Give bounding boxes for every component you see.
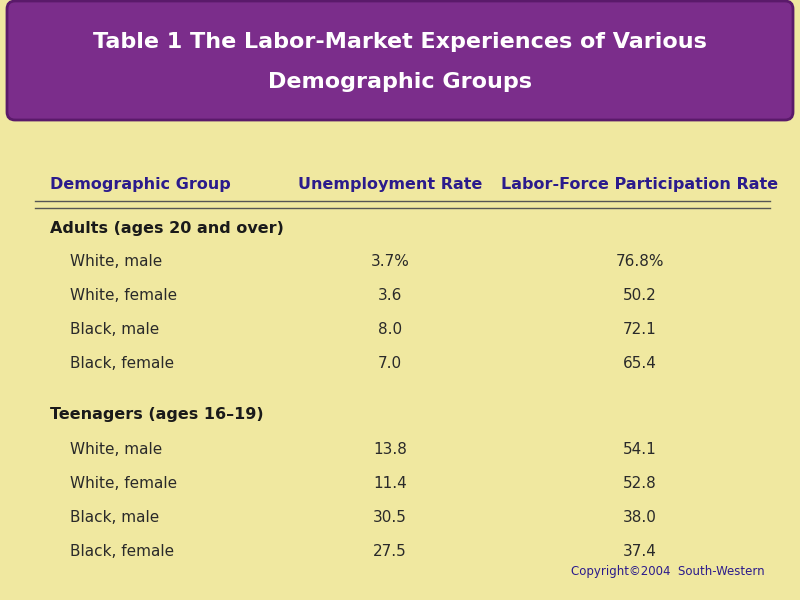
Text: 65.4: 65.4 (623, 356, 657, 371)
Text: 54.1: 54.1 (623, 442, 657, 457)
FancyBboxPatch shape (7, 1, 793, 120)
Text: 37.4: 37.4 (623, 544, 657, 559)
Text: Teenagers (ages 16–19): Teenagers (ages 16–19) (50, 407, 264, 422)
Text: White, female: White, female (70, 475, 177, 491)
Text: Labor-Force Participation Rate: Labor-Force Participation Rate (502, 178, 778, 193)
Text: 13.8: 13.8 (373, 442, 407, 457)
Text: 72.1: 72.1 (623, 323, 657, 337)
Text: Copyright©2004  South-Western: Copyright©2004 South-Western (571, 565, 765, 578)
Text: 30.5: 30.5 (373, 509, 407, 524)
Text: 11.4: 11.4 (373, 475, 407, 491)
Text: Unemployment Rate: Unemployment Rate (298, 178, 482, 193)
Text: 8.0: 8.0 (378, 323, 402, 337)
Text: Demographic Group: Demographic Group (50, 178, 230, 193)
Text: White, male: White, male (70, 254, 162, 269)
Text: 3.7%: 3.7% (370, 254, 410, 269)
Text: Black, male: Black, male (70, 509, 159, 524)
Text: Black, female: Black, female (70, 356, 174, 371)
Text: 27.5: 27.5 (373, 544, 407, 559)
Text: 52.8: 52.8 (623, 475, 657, 491)
Text: 38.0: 38.0 (623, 509, 657, 524)
Text: White, male: White, male (70, 442, 162, 457)
Text: Black, female: Black, female (70, 544, 174, 559)
Text: 7.0: 7.0 (378, 356, 402, 371)
Text: Adults (ages 20 and over): Adults (ages 20 and over) (50, 220, 284, 235)
Text: 3.6: 3.6 (378, 289, 402, 304)
Text: White, female: White, female (70, 289, 177, 304)
Text: Table 1 The Labor-Market Experiences of Various: Table 1 The Labor-Market Experiences of … (93, 32, 707, 52)
Text: Demographic Groups: Demographic Groups (268, 72, 532, 92)
Text: 76.8%: 76.8% (616, 254, 664, 269)
Text: 50.2: 50.2 (623, 289, 657, 304)
Text: Black, male: Black, male (70, 323, 159, 337)
